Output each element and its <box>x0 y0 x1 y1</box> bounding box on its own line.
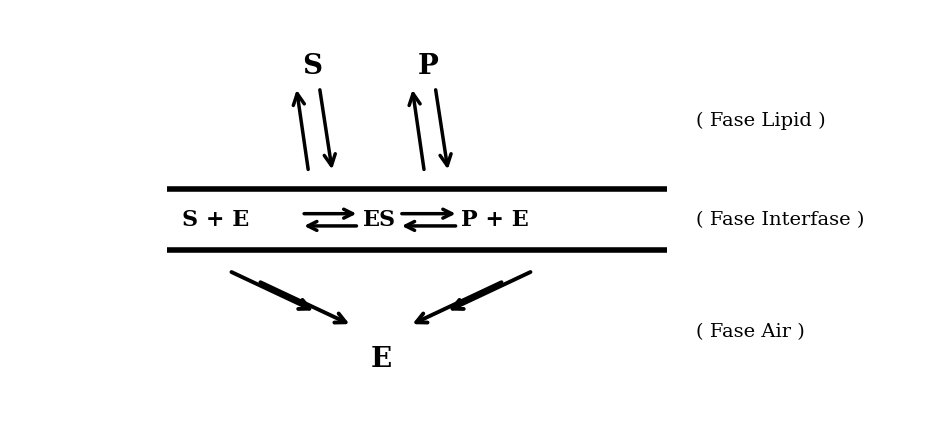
Text: P + E: P + E <box>460 209 529 231</box>
Text: ES: ES <box>363 209 396 231</box>
Text: ( Fase Air ): ( Fase Air ) <box>696 323 804 341</box>
Text: ( Fase Interfase ): ( Fase Interfase ) <box>696 211 864 229</box>
Text: S: S <box>303 53 322 80</box>
Text: S + E: S + E <box>182 209 249 231</box>
Text: ( Fase Lipid ): ( Fase Lipid ) <box>696 112 826 130</box>
Text: E: E <box>371 346 391 373</box>
Text: P: P <box>417 53 438 80</box>
